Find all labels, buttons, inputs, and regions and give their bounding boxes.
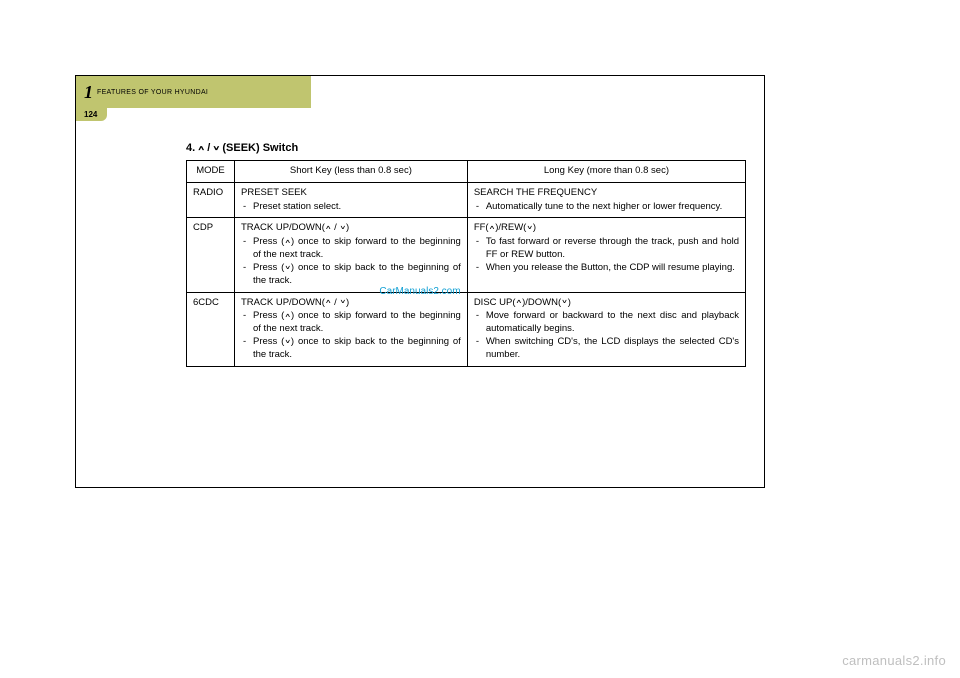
list-item: To fast forward or reverse through the t…: [474, 236, 739, 262]
col-long: Long Key (more than 0.8 sec): [467, 161, 745, 183]
chevron-up-icon: ∧: [516, 299, 523, 304]
mode-cell: CDP: [187, 218, 235, 292]
content-area: 4. ∧ / ∨ (SEEK) Switch MODE Short Key (l…: [76, 128, 764, 367]
list-item: When switching CD's, the LCD dis­plays t…: [474, 336, 739, 362]
col-short: Short Key (less than 0.8 sec): [235, 161, 468, 183]
list-item: Preset station select.: [241, 201, 461, 214]
chapter-title: FEATURES OF YOUR HYUNDAI: [97, 89, 208, 96]
cell-list: Automatically tune to the next higher or…: [474, 201, 739, 214]
chevron-up-icon: ∧: [284, 313, 291, 318]
mode-cell: RADIO: [187, 182, 235, 218]
cell-list: To fast forward or reverse through the t…: [474, 236, 739, 274]
text: DISC UP(: [474, 297, 516, 308]
list-item: Press (∧) once to skip forward to the be…: [241, 236, 461, 262]
text: ): [346, 222, 349, 233]
chevron-down-icon: ∨: [339, 225, 346, 230]
table-row: RADIO PRESET SEEK Preset station select.…: [187, 182, 746, 218]
text: )/DOWN(: [522, 297, 561, 308]
chevron-down-icon: ∨: [339, 299, 346, 304]
chevron-down-icon: ∨: [561, 299, 568, 304]
table-row: CDP TRACK UP/DOWN(∧ / ∨) Press (∧) once …: [187, 218, 746, 292]
list-item: Press (∨) once to skip back to the begin…: [241, 262, 461, 288]
chevron-up-icon: ∧: [197, 145, 205, 152]
cell-title: PRESET SEEK: [241, 187, 461, 200]
cell-title: TRACK UP/DOWN(∧ / ∨): [241, 297, 461, 310]
cell-title: FF(∧)/REW(∨): [474, 222, 739, 235]
cell-list: Move forward or backward to the next dis…: [474, 310, 739, 361]
short-cell: TRACK UP/DOWN(∧ / ∨) Press (∧) once to s…: [235, 218, 468, 292]
section-prefix: 4.: [186, 142, 195, 154]
list-item: Press (∧) once to skip forward to the be…: [241, 310, 461, 336]
page-frame: 1 FEATURES OF YOUR HYUNDAI 124 4. ∧ / ∨ …: [75, 75, 765, 488]
list-item: Move forward or backward to the next dis…: [474, 310, 739, 336]
text: ): [346, 297, 349, 308]
text: /: [332, 297, 340, 308]
cell-list: Press (∧) once to skip forward to the be…: [241, 310, 461, 361]
section-title: 4. ∧ / ∨ (SEEK) Switch: [186, 142, 746, 154]
chapter-header: 1 FEATURES OF YOUR HYUNDAI: [76, 76, 764, 108]
list-item: Automatically tune to the next higher or…: [474, 201, 739, 214]
long-cell: SEARCH THE FREQUENCY Automatically tune …: [467, 182, 745, 218]
section-sep: /: [207, 142, 210, 154]
table-header-row: MODE Short Key (less than 0.8 sec) Long …: [187, 161, 746, 183]
short-cell: TRACK UP/DOWN(∧ / ∨) Press (∧) once to s…: [235, 292, 468, 366]
text: ): [568, 297, 571, 308]
list-item: Press (∨) once to skip back to the begin…: [241, 336, 461, 362]
chevron-down-icon: ∨: [212, 145, 220, 152]
text: /: [332, 222, 340, 233]
long-cell: DISC UP(∧)/DOWN(∨) Move forward or backw…: [467, 292, 745, 366]
text: TRACK UP/DOWN(: [241, 297, 325, 308]
text: FF(: [474, 222, 489, 233]
chevron-down-icon: ∨: [526, 225, 533, 230]
text: Press (: [253, 336, 284, 347]
chevron-up-icon: ∧: [284, 239, 291, 244]
footer-watermark: carmanuals2.info: [842, 653, 946, 668]
cell-list: Press (∧) once to skip forward to the be…: [241, 236, 461, 287]
chevron-up-icon: ∧: [325, 299, 332, 304]
long-cell: FF(∧)/REW(∨) To fast forward or reverse …: [467, 218, 745, 292]
chevron-up-icon: ∧: [325, 225, 332, 230]
text: ): [533, 222, 536, 233]
cell-list: Preset station select.: [241, 201, 461, 214]
text: Press (: [253, 262, 284, 273]
cell-title: DISC UP(∧)/DOWN(∨): [474, 297, 739, 310]
text: Press (: [253, 236, 284, 247]
cell-title: SEARCH THE FREQUENCY: [474, 187, 739, 200]
table-row: 6CDC TRACK UP/DOWN(∧ / ∨) Press (∧) once…: [187, 292, 746, 366]
mode-cell: 6CDC: [187, 292, 235, 366]
text: Press (: [253, 310, 284, 321]
chevron-down-icon: ∨: [284, 339, 291, 344]
seek-table: MODE Short Key (less than 0.8 sec) Long …: [186, 160, 746, 367]
list-item: When you release the Button, the CDP wil…: [474, 262, 739, 275]
chevron-up-icon: ∧: [489, 225, 496, 230]
chapter-box: 1 FEATURES OF YOUR HYUNDAI: [76, 76, 311, 108]
section-suffix: (SEEK) Switch: [222, 142, 298, 154]
page-number: 124: [76, 108, 107, 121]
col-mode: MODE: [187, 161, 235, 183]
short-cell: PRESET SEEK Preset station select.: [235, 182, 468, 218]
cell-title: TRACK UP/DOWN(∧ / ∨): [241, 222, 461, 235]
text: )/REW(: [495, 222, 526, 233]
text: TRACK UP/DOWN(: [241, 222, 325, 233]
page-number-tab: 124: [76, 108, 764, 128]
chapter-number: 1: [84, 82, 93, 103]
chevron-down-icon: ∨: [284, 265, 291, 270]
